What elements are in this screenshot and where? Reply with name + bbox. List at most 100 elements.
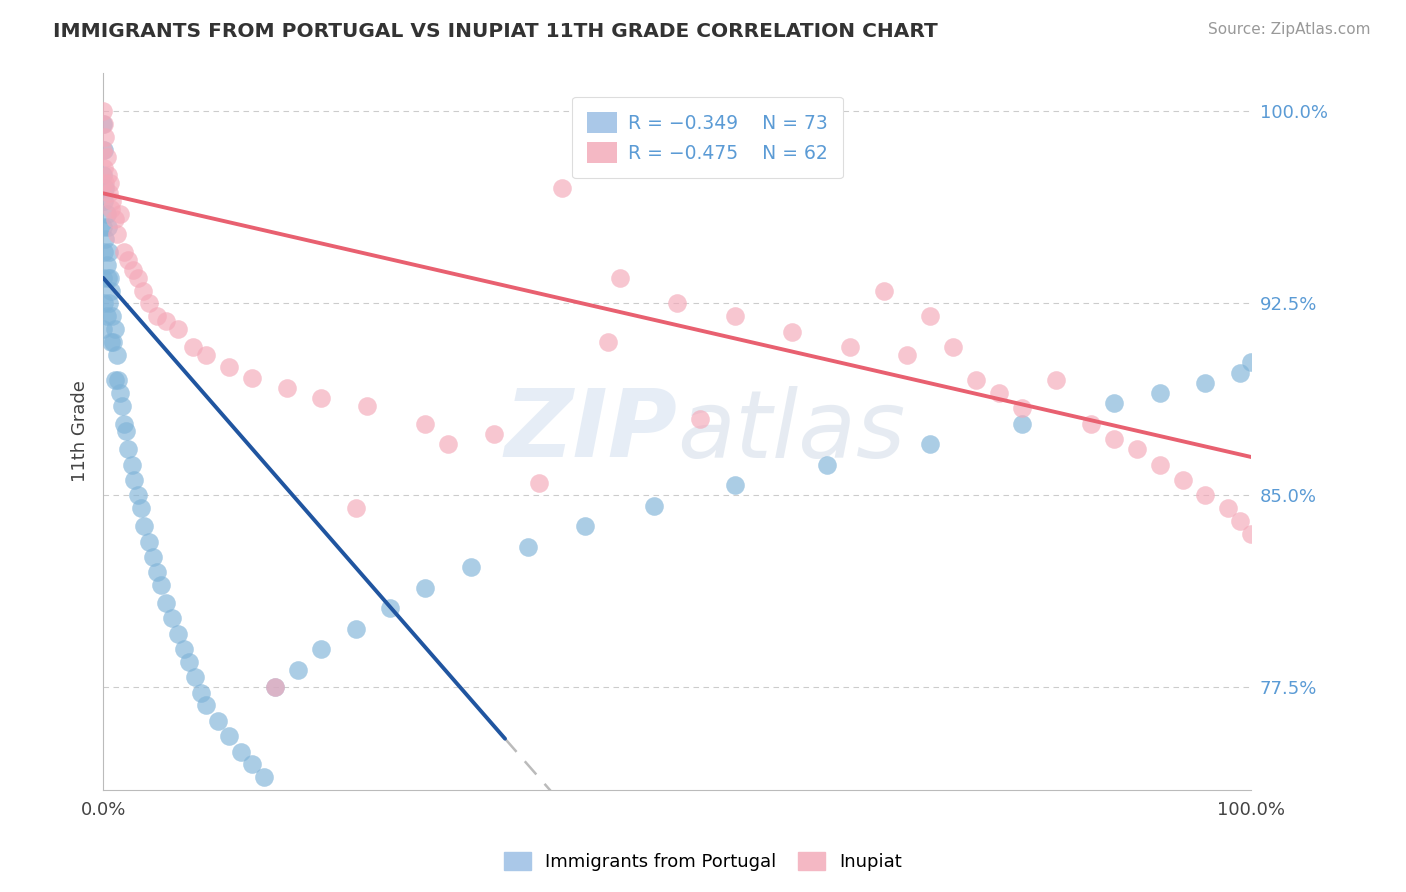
Point <box>107 373 129 387</box>
Point <box>965 373 987 387</box>
Point <box>104 373 127 387</box>
Point <box>93 117 115 131</box>
Point <box>110 207 132 221</box>
Point <box>122 473 145 487</box>
Point <box>218 360 240 375</box>
Point <box>91 117 114 131</box>
Point <box>155 596 177 610</box>
Y-axis label: 11th Grade: 11th Grade <box>72 381 89 483</box>
Point <box>117 252 139 267</box>
Point <box>598 334 620 349</box>
Point <box>105 227 128 242</box>
Point <box>91 219 114 234</box>
Point <box>242 757 264 772</box>
Point <box>96 151 118 165</box>
Point <box>100 202 122 216</box>
Point <box>815 458 838 472</box>
Point <box>104 211 127 226</box>
Point <box>1125 442 1147 457</box>
Point <box>94 176 117 190</box>
Point <box>134 519 156 533</box>
Point <box>276 381 298 395</box>
Point <box>127 488 149 502</box>
Point <box>1045 373 1067 387</box>
Point <box>112 245 135 260</box>
Point <box>413 581 436 595</box>
Point <box>98 176 121 190</box>
Point <box>97 186 120 201</box>
Point <box>643 499 665 513</box>
Point <box>380 601 402 615</box>
Point <box>436 437 458 451</box>
Point <box>110 399 132 413</box>
Point <box>93 245 115 260</box>
Point <box>91 104 114 119</box>
Point <box>1011 417 1033 431</box>
Point <box>517 540 540 554</box>
Point <box>482 427 505 442</box>
Point <box>724 478 747 492</box>
Point <box>97 296 120 310</box>
Point <box>94 181 117 195</box>
Point <box>112 417 135 431</box>
Point <box>103 334 125 349</box>
Legend: R = −0.349    N = 73, R = −0.475    N = 62: R = −0.349 N = 73, R = −0.475 N = 62 <box>572 96 842 178</box>
Point <box>104 322 127 336</box>
Point <box>149 578 172 592</box>
Point <box>1080 417 1102 431</box>
Point <box>574 519 596 533</box>
Point <box>460 560 482 574</box>
Point <box>93 161 115 175</box>
Point <box>181 340 204 354</box>
Point <box>666 296 689 310</box>
Point <box>942 340 965 354</box>
Point <box>98 270 121 285</box>
Point <box>101 194 124 208</box>
Point <box>160 611 183 625</box>
Point <box>1194 376 1216 390</box>
Point <box>1149 458 1171 472</box>
Point <box>1229 366 1251 380</box>
Point <box>96 207 118 221</box>
Point <box>166 626 188 640</box>
Point <box>97 219 120 234</box>
Point <box>609 270 631 285</box>
Point <box>311 391 333 405</box>
Point <box>132 284 155 298</box>
Point <box>311 642 333 657</box>
Point <box>179 655 201 669</box>
Point <box>689 411 711 425</box>
Point <box>264 681 287 695</box>
Point <box>97 169 120 183</box>
Text: ZIP: ZIP <box>505 385 678 477</box>
Point <box>101 310 124 324</box>
Point <box>724 310 747 324</box>
Text: atlas: atlas <box>678 386 905 477</box>
Point <box>141 549 163 564</box>
Point <box>105 348 128 362</box>
Point <box>1194 488 1216 502</box>
Point <box>94 130 117 145</box>
Point <box>122 263 145 277</box>
Point <box>1240 527 1263 541</box>
Point <box>780 325 803 339</box>
Point <box>1240 355 1263 369</box>
Point <box>287 663 309 677</box>
Point <box>110 386 132 401</box>
Point <box>987 386 1010 401</box>
Point <box>138 534 160 549</box>
Point <box>896 348 918 362</box>
Point <box>242 370 264 384</box>
Point <box>96 258 118 272</box>
Point <box>96 310 118 324</box>
Point <box>873 284 896 298</box>
Point <box>100 334 122 349</box>
Point <box>413 417 436 431</box>
Point <box>1218 501 1240 516</box>
Point <box>93 296 115 310</box>
Point <box>100 284 122 298</box>
Point <box>1102 432 1125 446</box>
Point <box>918 437 941 451</box>
Point <box>218 729 240 743</box>
Point <box>166 322 188 336</box>
